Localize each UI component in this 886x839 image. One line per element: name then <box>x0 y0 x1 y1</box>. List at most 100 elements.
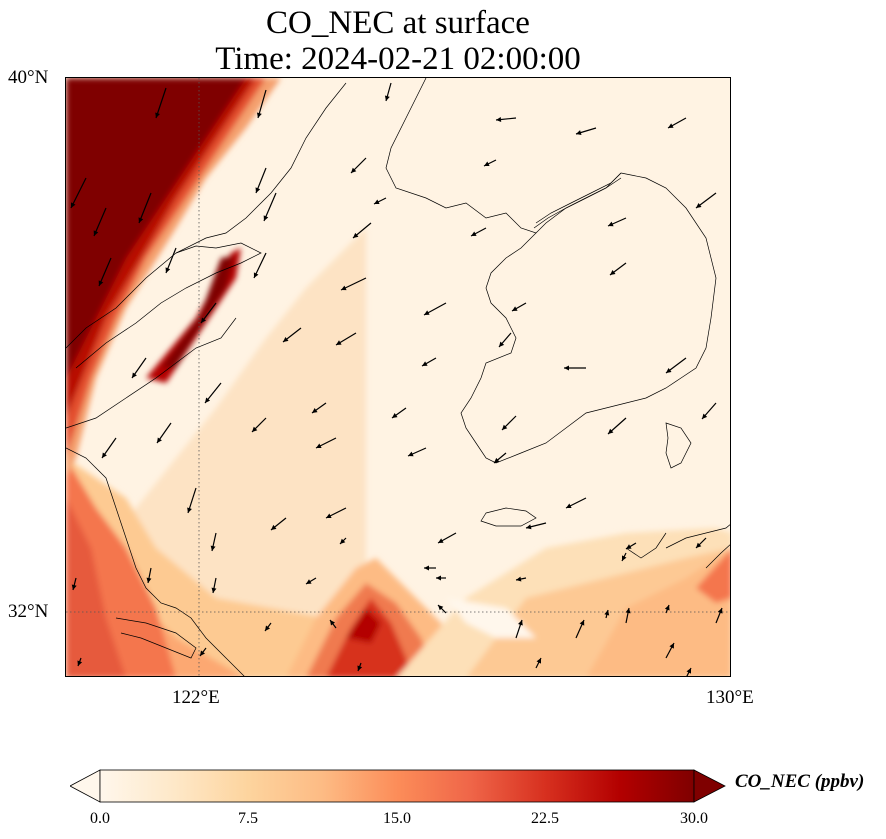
wind-vector-head <box>210 545 216 551</box>
wind-vector-head <box>502 424 508 430</box>
wind-vector-head <box>518 620 523 626</box>
wind-vector-shaft <box>98 257 112 287</box>
wind-vector-head <box>326 513 332 518</box>
wind-vector-head <box>496 117 502 122</box>
wind-vector-head <box>374 199 380 204</box>
wind-vector-head <box>666 368 672 373</box>
wind-vector-head <box>484 161 490 166</box>
wind-vector-head <box>564 365 569 371</box>
coastline-korea <box>460 172 717 464</box>
colorbar-tick-1: 7.5 <box>238 810 258 827</box>
wind-vector-head <box>668 123 674 128</box>
wind-vector-shaft <box>93 207 107 237</box>
wind-vector-head <box>146 577 152 583</box>
wind-vector-shaft <box>155 87 167 119</box>
border-line-1 <box>535 172 622 224</box>
wind-vector-head <box>576 130 582 135</box>
wind-vector-head <box>436 575 441 581</box>
wind-vector-head <box>384 95 390 101</box>
wind-vector-head <box>408 451 414 457</box>
wind-vector-head <box>526 524 532 530</box>
wind-vector-head <box>610 270 616 275</box>
wind-vector-head <box>717 608 723 614</box>
wind-vector-head <box>686 668 691 674</box>
wind-vector-head <box>200 650 205 656</box>
wind-vector-head <box>608 428 614 434</box>
map-title: CO_NEC at surface <box>266 5 530 41</box>
wind-vector-shaft <box>70 177 87 209</box>
wind-vector-head <box>702 413 708 419</box>
coastline-shandong <box>66 317 237 429</box>
wind-vector-head <box>330 620 335 626</box>
wind-vector-head <box>71 584 77 590</box>
colorbar-tick-0: 0.0 <box>90 810 110 827</box>
wind-vector-head <box>622 555 627 561</box>
wind-vector-head <box>341 285 347 291</box>
wind-vector-head <box>608 221 614 227</box>
lat-label-32n: 32°N <box>8 601 49 622</box>
wind-vector-head <box>494 457 500 463</box>
wind-vector-head <box>424 565 429 571</box>
wind-vector-head <box>201 317 206 323</box>
coastline-jiangsu <box>66 447 245 676</box>
wind-vector-head <box>604 610 610 616</box>
wind-vector-head <box>336 340 342 345</box>
coastline-islands <box>625 532 667 559</box>
wind-vector-shaft <box>138 192 152 224</box>
colorbar-label: CO_NEC (ppbv) <box>735 771 865 792</box>
wind-vector-head <box>696 203 702 208</box>
coastline-kyushu-2 <box>705 544 730 569</box>
coastlines <box>66 78 730 676</box>
wind-vector-head <box>93 230 99 236</box>
wind-vector-head <box>499 341 505 347</box>
wind-vector-head <box>471 231 477 236</box>
gridlines <box>66 78 730 676</box>
map-panel <box>65 77 731 677</box>
wind-vector-head <box>626 544 632 549</box>
wind-vector-head <box>155 112 160 118</box>
wind-vector-head <box>138 217 144 223</box>
coastline-liaodong <box>66 82 347 349</box>
colorbar-tick-2: 15.0 <box>383 810 411 827</box>
wind-vector-head <box>306 579 312 584</box>
wind-vector-head <box>132 372 137 378</box>
wind-vector-head <box>566 503 572 508</box>
wind-vector-head <box>353 232 359 238</box>
wind-vector-head <box>512 306 518 311</box>
wind-vector-head <box>625 608 631 614</box>
wind-vector-head <box>211 587 217 593</box>
wind-vector-head <box>316 443 322 448</box>
wind-vector-head <box>265 625 270 631</box>
wind-vector-head <box>351 167 357 173</box>
colorbar-graphic <box>69 769 726 803</box>
colorbar-tick-4: 30.0 <box>680 810 708 827</box>
wind-vector-head <box>422 361 428 366</box>
colorbar-extend-min <box>69 769 101 803</box>
lon-label-122e: 122°E <box>172 687 220 708</box>
wind-vector-head <box>271 524 277 530</box>
coastline-yangtze-estuary <box>115 617 197 659</box>
colorbar-extend-max <box>693 769 726 803</box>
wind-vector-head <box>98 280 104 286</box>
border-line-2 <box>533 177 622 229</box>
map-timestamp: Time: 2024-02-21 02:00:00 <box>215 41 581 77</box>
wind-vector-head <box>256 112 262 118</box>
coastline-bohai-south <box>75 242 262 369</box>
wind-vector-head <box>255 187 261 193</box>
wind-vector-shaft <box>263 192 277 222</box>
wind-vector-head <box>438 605 444 611</box>
wind-vector-head <box>263 215 269 221</box>
wind-vector-head <box>669 643 674 649</box>
concentration-field <box>66 78 730 676</box>
jeju-island <box>480 507 537 527</box>
map-canvas <box>66 78 730 676</box>
wind-vector-head <box>283 336 289 342</box>
colorbar <box>69 769 726 803</box>
wind-vector-head <box>516 576 522 582</box>
wind-vector-head <box>579 620 585 626</box>
lon-label-130e: 130°E <box>706 687 754 708</box>
wind-vector-head <box>77 660 83 666</box>
wind-vector-head <box>424 310 430 315</box>
wind-vector-head <box>438 538 444 543</box>
wind-vector-head <box>187 507 192 513</box>
